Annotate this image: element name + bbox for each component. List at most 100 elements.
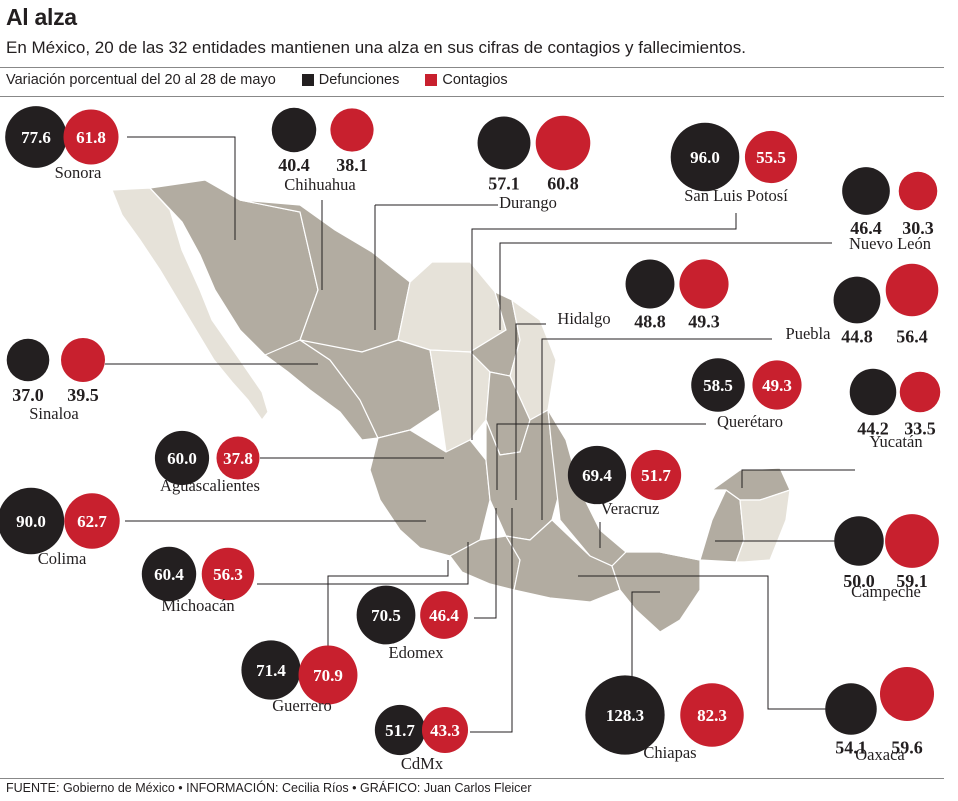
yucatan-deaths-bubble [849, 368, 897, 416]
michoacan-cases-value: 56.3 [213, 565, 243, 584]
san-luis-potosi-deaths-bubble [670, 122, 740, 192]
chihuahua-cases-bubble [330, 108, 374, 152]
san-luis-potosi-deaths-value: 96.0 [690, 148, 720, 167]
yucatan-cases-value: 33.5 [904, 418, 936, 438]
michoacan-deaths-bubble [141, 546, 197, 602]
veracruz-cases-bubble [630, 449, 682, 501]
puebla-cases-value: 56.4 [896, 326, 928, 346]
edomex-deaths-bubble [356, 585, 416, 645]
nuevo-leon-deaths-value: 46.4 [850, 218, 882, 238]
nuevo-leon-leader-line [499, 242, 832, 330]
yucatan-state-label: Yucatán [869, 432, 922, 451]
sonora-deaths-value: 77.6 [21, 128, 51, 147]
aguascalientes-deaths-bubble [154, 430, 210, 486]
chiapas-deaths-bubble [585, 675, 665, 755]
veracruz-cases-value: 51.7 [641, 466, 671, 485]
edomex-cases-value: 46.4 [429, 606, 459, 625]
san-luis-potosi-cases-value: 55.5 [756, 148, 786, 167]
campeche-state-label: Campeche [851, 582, 921, 601]
map-zacatecas [429, 349, 491, 453]
sonora-cases-bubble [63, 109, 119, 165]
nuevo-leon-cases-bubble [898, 171, 938, 211]
yucatan-leader-line [741, 469, 855, 488]
campeche-cases-bubble [885, 514, 939, 568]
puebla-deaths-bubble [833, 276, 881, 324]
legend-deaths-swatch [301, 74, 314, 86]
chihuahua-cases-value: 38.1 [336, 155, 368, 175]
colima-cases-value: 62.7 [77, 512, 107, 531]
guerrero-deaths-value: 71.4 [256, 661, 286, 680]
chihuahua-state-label: Chihuahua [284, 175, 356, 194]
guerrero-state-label: Guerrero [272, 696, 332, 715]
hidalgo-state-label: Hidalgo [557, 309, 610, 328]
durango-state-label: Durango [499, 193, 557, 212]
mexico-map [111, 179, 791, 633]
durango-deaths-bubble [477, 116, 531, 170]
colima-deaths-bubble [0, 487, 65, 555]
sonora-state-label: Sonora [55, 163, 102, 182]
hidalgo-deaths-value: 48.8 [634, 312, 666, 332]
aguascalientes-state-label: Aguascalientes [160, 476, 260, 495]
aguascalientes-cases-bubble [216, 436, 260, 480]
michoacan-leader-line [257, 542, 469, 585]
cdmx-cases-bubble [421, 706, 469, 754]
aguascalientes-cases-value: 37.8 [223, 449, 253, 468]
guerrero-deaths-bubble [241, 640, 301, 700]
campeche-cases-value: 59.1 [896, 571, 928, 591]
cdmx-deaths-value: 51.7 [385, 721, 415, 740]
oaxaca-deaths-value: 54.1 [835, 738, 867, 758]
colima-cases-bubble [64, 493, 120, 549]
chihuahua-deaths-bubble [271, 107, 317, 153]
durango-cases-value: 60.8 [547, 173, 579, 193]
chiapas-state-label: Chiapas [643, 743, 696, 762]
colima-state-label: Colima [38, 549, 87, 568]
colima-deaths-value: 90.0 [16, 512, 46, 531]
durango-cases-bubble [535, 115, 591, 171]
leader-lines [105, 136, 855, 733]
campeche-deaths-bubble [834, 516, 884, 566]
map-central-west [369, 429, 491, 557]
aguascalientes-deaths-value: 60.0 [167, 449, 197, 468]
guerrero-cases-value: 70.9 [313, 666, 343, 685]
sinaloa-deaths-value: 37.0 [12, 385, 44, 405]
cdmx-deaths-bubble [374, 704, 426, 756]
chiapas-deaths-value: 128.3 [606, 706, 644, 725]
yucatan-cases-bubble [899, 371, 941, 413]
san-luis-potosi-leader-line [471, 213, 737, 440]
edomex-deaths-value: 70.5 [371, 606, 401, 625]
footer-divider [0, 778, 944, 779]
queretaro-cases-value: 49.3 [762, 376, 792, 395]
footer-source: FUENTE: Gobierno de México • INFORMACIÓN… [6, 781, 532, 795]
top-divider [0, 67, 944, 68]
hidalgo-cases-bubble [679, 259, 729, 309]
hidalgo-deaths-bubble [625, 259, 675, 309]
hidalgo-leader-line [515, 323, 546, 500]
guerrero-cases-bubble [298, 645, 358, 705]
oaxaca-cases-value: 59.6 [891, 738, 923, 758]
legend-divider [0, 96, 944, 97]
campeche-deaths-value: 50.0 [843, 571, 875, 591]
michoacan-state-label: Michoacán [161, 596, 234, 615]
edomex-cases-bubble [420, 591, 468, 639]
nuevo-leon-cases-value: 30.3 [902, 218, 934, 238]
map-baja-california [111, 187, 269, 422]
edomex-leader-line [474, 508, 497, 619]
puebla-cases-bubble [885, 263, 939, 317]
queretaro-deaths-bubble [691, 358, 745, 412]
map-coahuila [397, 261, 507, 353]
veracruz-deaths-bubble [567, 445, 627, 505]
chart-subtitle: En México, 20 de las 32 entidades mantie… [6, 38, 746, 57]
legend-deaths-label: Defunciones [318, 72, 400, 88]
chiapas-cases-bubble [680, 683, 744, 747]
sinaloa-deaths-bubble [6, 338, 50, 382]
queretaro-state-label: Querétaro [717, 412, 783, 431]
sonora-deaths-bubble [5, 106, 67, 168]
legend-period: Variación porcentual del 20 al 28 de may… [6, 72, 276, 88]
oaxaca-cases-bubble [879, 666, 935, 722]
legend: Variación porcentual del 20 al 28 de may… [6, 72, 508, 88]
durango-deaths-value: 57.1 [488, 173, 520, 193]
guerrero-leader-line [327, 560, 449, 655]
nuevo-leon-state-label: Nuevo León [849, 234, 931, 253]
oaxaca-state-label: Oaxaca [855, 745, 905, 764]
